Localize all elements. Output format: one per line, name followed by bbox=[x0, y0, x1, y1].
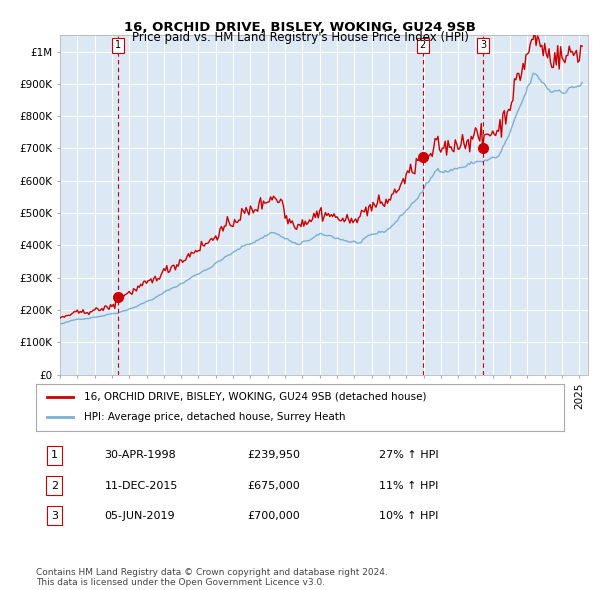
Text: 05-JUN-2019: 05-JUN-2019 bbox=[104, 511, 175, 521]
Text: 11-DEC-2015: 11-DEC-2015 bbox=[104, 481, 178, 490]
Text: £675,000: £675,000 bbox=[247, 481, 300, 490]
Text: £239,950: £239,950 bbox=[247, 450, 300, 460]
Text: 3: 3 bbox=[51, 511, 58, 521]
Text: 2: 2 bbox=[51, 481, 58, 490]
Text: HPI: Average price, detached house, Surrey Heath: HPI: Average price, detached house, Surr… bbox=[83, 412, 345, 422]
Text: 2: 2 bbox=[419, 41, 426, 51]
Text: £700,000: £700,000 bbox=[247, 511, 300, 521]
Text: 11% ↑ HPI: 11% ↑ HPI bbox=[379, 481, 439, 490]
Text: 27% ↑ HPI: 27% ↑ HPI bbox=[379, 450, 439, 460]
Text: 30-APR-1998: 30-APR-1998 bbox=[104, 450, 176, 460]
Text: Contains HM Land Registry data © Crown copyright and database right 2024.
This d: Contains HM Land Registry data © Crown c… bbox=[36, 568, 388, 587]
Text: 10% ↑ HPI: 10% ↑ HPI bbox=[379, 511, 439, 521]
Text: 1: 1 bbox=[115, 41, 121, 51]
Text: 16, ORCHID DRIVE, BISLEY, WOKING, GU24 9SB (detached house): 16, ORCHID DRIVE, BISLEY, WOKING, GU24 9… bbox=[83, 392, 426, 402]
Text: Price paid vs. HM Land Registry's House Price Index (HPI): Price paid vs. HM Land Registry's House … bbox=[131, 31, 469, 44]
Text: 16, ORCHID DRIVE, BISLEY, WOKING, GU24 9SB: 16, ORCHID DRIVE, BISLEY, WOKING, GU24 9… bbox=[124, 21, 476, 34]
Text: 3: 3 bbox=[480, 41, 486, 51]
Text: 1: 1 bbox=[51, 450, 58, 460]
